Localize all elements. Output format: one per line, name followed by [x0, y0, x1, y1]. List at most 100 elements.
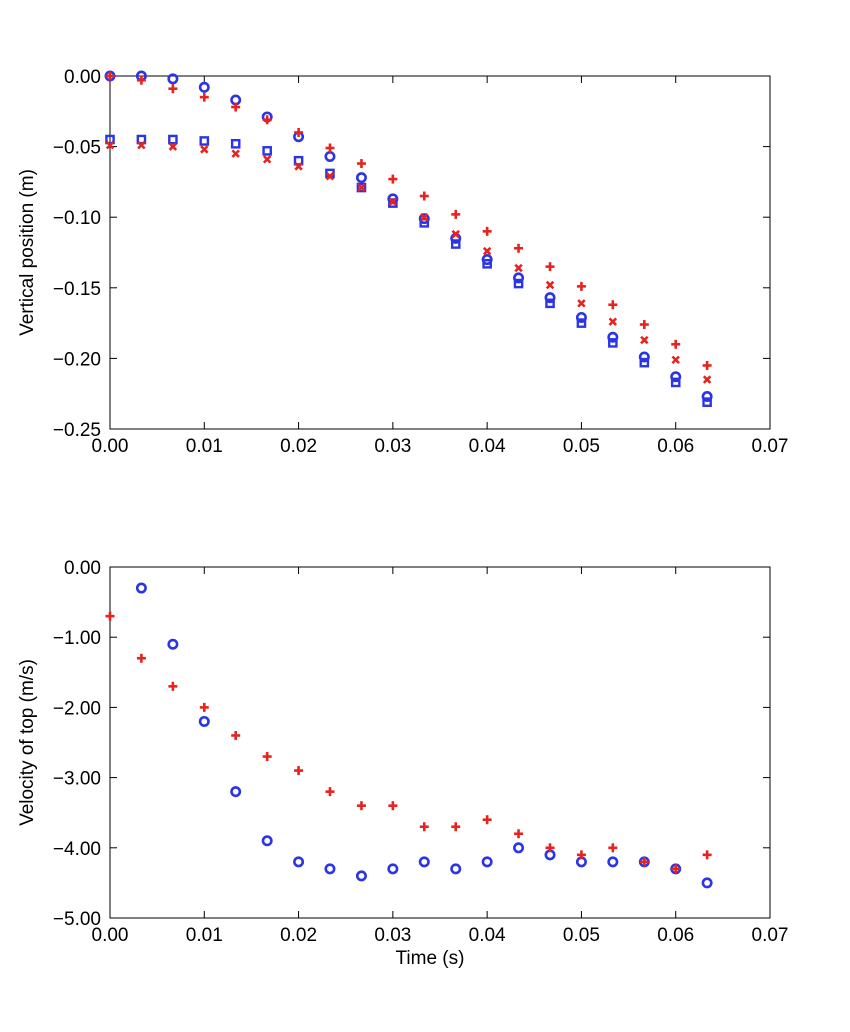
- data-point-circle: [513, 842, 525, 854]
- x-tick-label: 0.07: [752, 925, 789, 946]
- data-point-plus: [451, 209, 461, 219]
- data-point-plus: [262, 752, 272, 762]
- data-point-square: [482, 258, 492, 269]
- data-point-circle: [198, 81, 210, 93]
- data-point-cross: [231, 149, 240, 158]
- data-point-cross: [137, 140, 146, 150]
- data-point-cross: [262, 155, 272, 164]
- x-tick-label: 0.06: [657, 925, 694, 946]
- x-tick-label: 0.05: [563, 436, 600, 457]
- x-tick-label: 0.07: [752, 436, 789, 457]
- series-bottom-square: [105, 134, 712, 407]
- data-point-cross: [608, 317, 618, 326]
- data-point-plus: [482, 815, 492, 825]
- data-point-square: [105, 134, 115, 145]
- x-tick-label: 0.06: [657, 436, 694, 457]
- data-point-cross: [357, 183, 366, 192]
- data-point-circle: [261, 835, 273, 847]
- y-axis-label: Vertical position (m): [17, 169, 38, 336]
- series-velocity-circle: [135, 582, 713, 889]
- series-top-circle: [104, 70, 713, 403]
- data-point-cross: [388, 197, 398, 206]
- data-point-circle: [670, 371, 682, 383]
- data-point-plus: [262, 115, 272, 125]
- data-point-cross: [514, 263, 523, 273]
- data-point-plus: [356, 801, 366, 811]
- data-point-circle: [198, 715, 210, 727]
- data-point-circle: [387, 863, 399, 875]
- data-point-square: [545, 298, 555, 309]
- data-point-square: [608, 338, 618, 348]
- data-point-circle: [293, 856, 305, 868]
- data-point-square: [230, 138, 241, 149]
- data-point-cross: [325, 172, 335, 181]
- plot-frame: [109, 75, 771, 430]
- y-tick-label: 0.00: [64, 67, 101, 88]
- data-point-plus: [482, 226, 492, 236]
- data-point-plus: [325, 143, 335, 153]
- y-tick-label: −3.00: [53, 769, 101, 790]
- data-point-cross: [577, 299, 586, 308]
- data-point-plus: [419, 191, 429, 201]
- data-point-plus: [231, 102, 241, 112]
- y-axis-label: Velocity of top (m/s): [17, 659, 38, 826]
- data-point-plus: [639, 857, 649, 867]
- data-point-circle: [324, 863, 336, 875]
- data-point-cross: [168, 142, 178, 151]
- velocity-chart: 0.00 0.01 0.02 0.03 0.04 0.05 0.06 0.07 0.00 −1.0…: [17, 558, 788, 969]
- data-point-plus: [168, 681, 178, 691]
- data-point-circle: [418, 856, 430, 868]
- y-tick-label: −1.00: [53, 628, 101, 649]
- data-point-square: [670, 377, 681, 388]
- data-point-plus: [514, 243, 524, 253]
- x-tick-label: 0.03: [374, 436, 411, 457]
- data-point-square: [199, 136, 210, 146]
- data-point-circle: [607, 331, 619, 343]
- data-point-square: [639, 357, 650, 368]
- data-point-circle: [701, 877, 713, 889]
- data-point-plus: [356, 159, 366, 169]
- data-point-circle: [638, 351, 650, 363]
- data-point-plus: [419, 822, 429, 832]
- plot-frame: [109, 566, 771, 919]
- y-tick-label: −0.20: [53, 349, 101, 370]
- data-point-plus: [702, 360, 712, 370]
- data-point-plus: [545, 262, 555, 272]
- data-point-plus: [294, 766, 304, 776]
- series-velocity-plus: [105, 611, 712, 874]
- data-point-plus: [168, 84, 178, 94]
- data-point-plus: [545, 843, 555, 853]
- data-point-circle: [481, 856, 493, 868]
- data-point-plus: [231, 730, 241, 740]
- data-point-plus: [136, 75, 146, 85]
- x-tick-label: 0.00: [92, 925, 129, 946]
- data-point-square: [702, 397, 712, 407]
- x-tick-label: 0.04: [469, 925, 506, 946]
- data-point-square: [576, 318, 587, 328]
- data-point-plus: [702, 850, 712, 860]
- data-point-plus: [105, 71, 115, 81]
- data-point-plus: [514, 829, 524, 839]
- data-point-circle: [544, 292, 556, 304]
- position-chart: 0.00 0.01 0.02 0.03 0.04 0.05 0.06 0.07 0.00 −0.0…: [17, 67, 788, 457]
- y-tick-label: −2.00: [53, 698, 101, 719]
- data-point-circle: [450, 863, 462, 875]
- data-point-circle: [355, 172, 367, 184]
- y-tick-label: −5.00: [53, 909, 101, 930]
- data-point-plus: [388, 801, 398, 811]
- data-point-square: [262, 146, 272, 156]
- data-point-plus: [576, 850, 586, 860]
- data-point-circle: [167, 73, 179, 85]
- x-tick-label: 0.01: [186, 925, 223, 946]
- data-point-circle: [513, 272, 525, 284]
- x-axis-label: Time (s): [396, 948, 465, 969]
- data-point-plus: [294, 127, 304, 137]
- data-point-plus: [199, 702, 209, 712]
- data-point-square: [388, 198, 398, 208]
- x-tick-label: 0.01: [186, 436, 223, 457]
- data-point-cross: [702, 375, 712, 384]
- data-point-plus: [608, 300, 618, 310]
- y-tick-label: −0.15: [53, 279, 101, 300]
- data-point-plus: [639, 320, 649, 330]
